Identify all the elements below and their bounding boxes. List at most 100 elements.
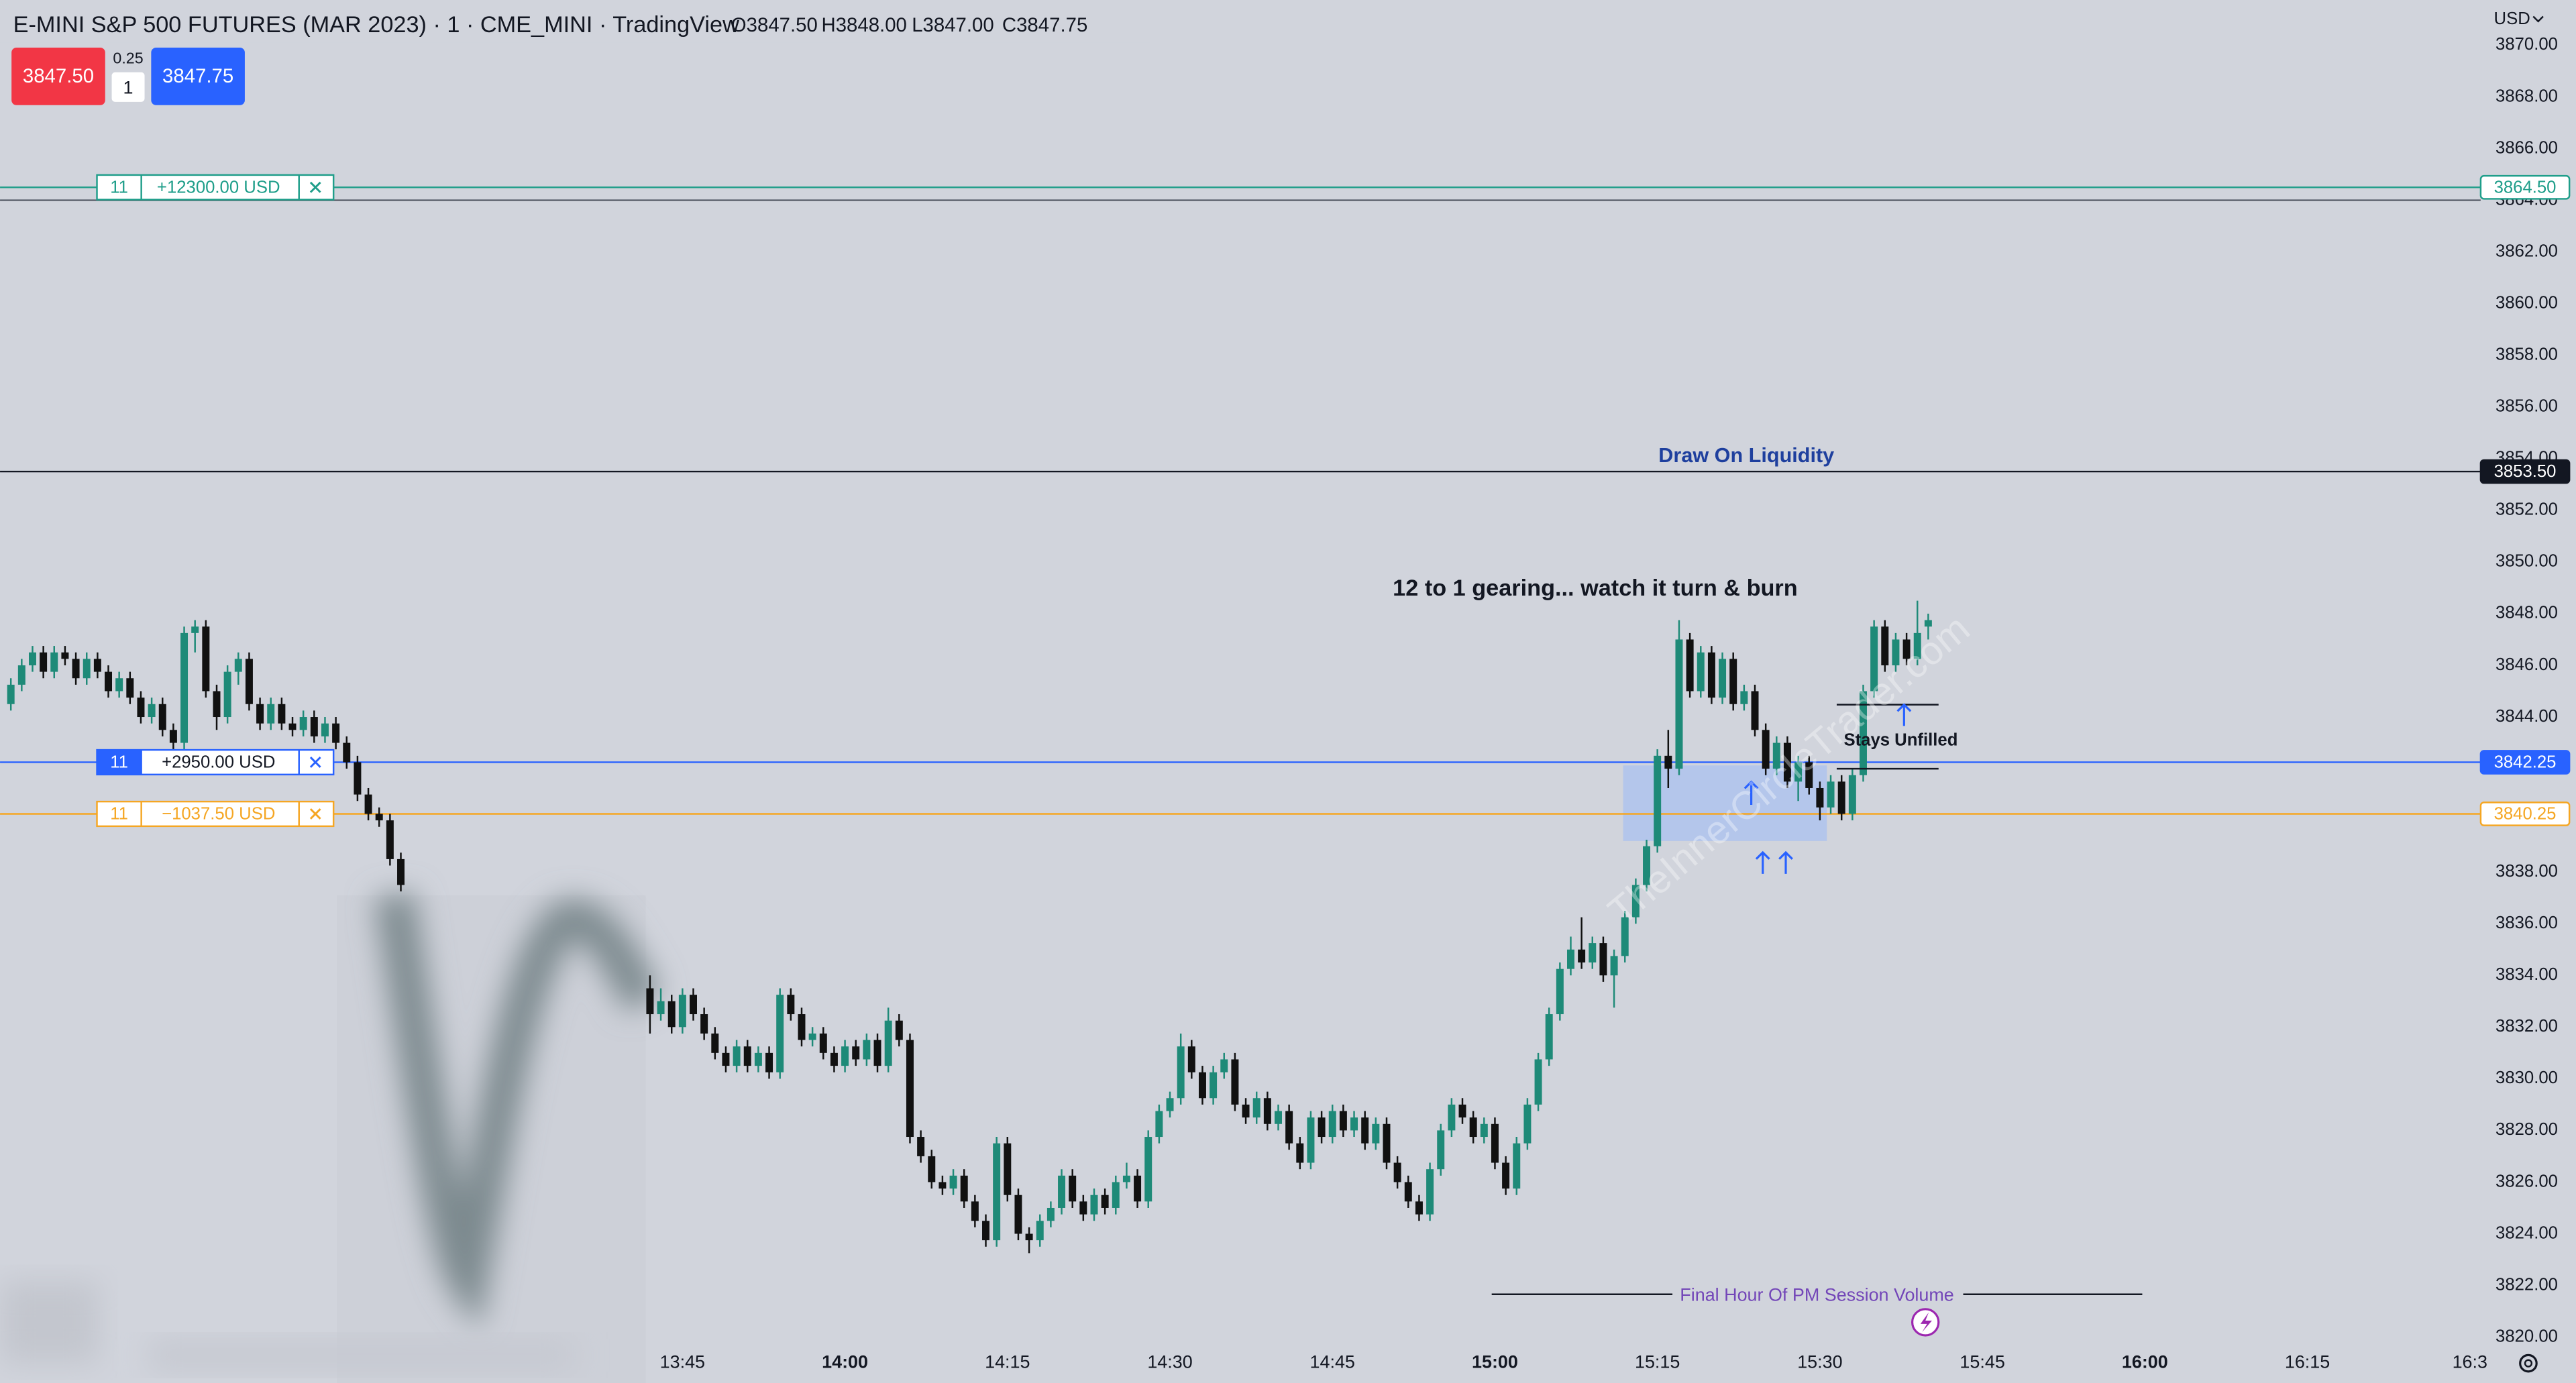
y-tick-label: 3832.00 bbox=[2496, 1017, 2558, 1036]
buy-button[interactable] bbox=[151, 48, 245, 105]
axes: 3820.00 3822.00 3824.00 3826.00 3828.00 3830.… bbox=[660, 35, 2558, 1372]
blur-patch bbox=[148, 1338, 576, 1372]
candle-body bbox=[1848, 775, 1856, 814]
close-icon[interactable] bbox=[309, 181, 321, 193]
x-tick-label: 16:00 bbox=[2122, 1352, 2168, 1372]
x-tick-label: 16:15 bbox=[2285, 1352, 2330, 1372]
x-tick-label: 15:15 bbox=[1635, 1352, 1680, 1372]
candle-body bbox=[267, 704, 275, 724]
gear-icon bbox=[2524, 1359, 2533, 1368]
candle-body bbox=[288, 723, 297, 730]
order-quantity: 11 bbox=[110, 805, 128, 824]
candle-body bbox=[397, 859, 405, 885]
quantity-box bbox=[97, 750, 142, 775]
candle-body bbox=[1404, 1182, 1412, 1202]
candle-body bbox=[1772, 742, 1780, 769]
order-labels: 11 +12300.00 USD 11 +2950.00 USD 11 −1037.50 … bbox=[96, 174, 335, 828]
candle-body bbox=[700, 1014, 708, 1034]
close-icon[interactable] bbox=[309, 808, 321, 820]
settings-icon[interactable] bbox=[2519, 1353, 2538, 1373]
candle-body bbox=[1740, 691, 1748, 704]
y-tick-label: 3830.00 bbox=[2496, 1068, 2558, 1087]
candle-body bbox=[343, 742, 351, 763]
candle-body bbox=[332, 723, 340, 743]
candle-body bbox=[949, 1175, 957, 1189]
x-tick-label: 14:15 bbox=[985, 1352, 1030, 1372]
candle-body bbox=[256, 704, 264, 724]
order-label[interactable]: 11 +12300.00 USD bbox=[96, 174, 335, 201]
candle-body bbox=[1762, 730, 1770, 769]
quantity-box[interactable] bbox=[111, 72, 145, 102]
y-tick-label: 3834.00 bbox=[2496, 965, 2558, 984]
candle-body bbox=[1589, 943, 1597, 963]
candle-body bbox=[364, 794, 372, 814]
candle-body bbox=[873, 1040, 881, 1066]
y-tick-label: 3836.00 bbox=[2496, 914, 2558, 932]
y-tick-label: 3862.00 bbox=[2496, 241, 2558, 260]
candle-body bbox=[1415, 1201, 1423, 1215]
candles bbox=[7, 600, 1932, 1254]
x-tick-label: 14:45 bbox=[1310, 1352, 1355, 1372]
arrow bbox=[1778, 850, 1793, 874]
ohlc-low: L3847.00 bbox=[912, 14, 994, 36]
candle-body bbox=[1361, 1117, 1369, 1144]
currency-selector[interactable]: USD bbox=[2494, 9, 2530, 28]
candle-body bbox=[906, 1040, 914, 1138]
ohlc-close: C3847.75 bbox=[1002, 14, 1087, 36]
annotation: Stays Unfilled bbox=[1843, 730, 1957, 749]
x-tick-label: 13:45 bbox=[660, 1352, 705, 1372]
candle-body bbox=[928, 1156, 936, 1182]
blurred-price bbox=[374, 892, 661, 1329]
candle-body bbox=[61, 652, 69, 659]
candle-body bbox=[1393, 1162, 1401, 1182]
y-tick-label: 3866.00 bbox=[2496, 138, 2558, 157]
order-label[interactable]: 11 +2950.00 USD bbox=[96, 749, 335, 776]
candle-body bbox=[1491, 1123, 1499, 1163]
candle-body bbox=[1892, 639, 1900, 665]
candle-body bbox=[1469, 1117, 1477, 1138]
candle-body bbox=[1004, 1143, 1012, 1195]
candle-body bbox=[1025, 1233, 1033, 1241]
price-label-box bbox=[2479, 459, 2571, 484]
candle-body bbox=[310, 717, 318, 736]
candle-body bbox=[1654, 755, 1662, 846]
gear-icon bbox=[2519, 1353, 2538, 1373]
candle-body bbox=[1859, 691, 1867, 775]
arrow bbox=[1755, 850, 1770, 874]
close-icon[interactable] bbox=[309, 757, 321, 768]
candle-body bbox=[1513, 1143, 1521, 1189]
candle-body bbox=[1816, 787, 1824, 808]
y-tick-label: 3860.00 bbox=[2496, 293, 2558, 312]
candle-body bbox=[1578, 949, 1586, 963]
candle-body bbox=[1523, 1104, 1532, 1144]
candle-body bbox=[1870, 626, 1878, 692]
order-label[interactable]: 11 −1037.50 USD bbox=[96, 800, 335, 828]
x-tick-label: 15:00 bbox=[1472, 1352, 1518, 1372]
candle-body bbox=[993, 1143, 1001, 1241]
y-tick-label: 3848.00 bbox=[2496, 604, 2558, 622]
price-label: 3853.50 bbox=[2494, 462, 2557, 481]
x-tick-label: 15:30 bbox=[1797, 1352, 1842, 1372]
candle-body bbox=[1837, 781, 1845, 814]
sell-button[interactable] bbox=[11, 48, 105, 105]
candle-body bbox=[83, 659, 91, 679]
candle-body bbox=[1610, 956, 1618, 976]
y-tick-label: 3820.00 bbox=[2496, 1327, 2558, 1345]
candle-body bbox=[1881, 626, 1889, 665]
candle-body bbox=[982, 1221, 989, 1241]
candle-body bbox=[1046, 1207, 1055, 1221]
price-label-box bbox=[2479, 801, 2571, 826]
candle-body bbox=[1924, 620, 1932, 627]
annotation: 12 to 1 gearing... watch it turn & burn bbox=[1393, 575, 1798, 601]
candle-body bbox=[169, 730, 177, 743]
candle-body bbox=[1534, 1059, 1542, 1105]
candle-body bbox=[1794, 762, 1803, 782]
candle-body bbox=[787, 995, 795, 1015]
candle-body bbox=[386, 820, 394, 859]
candle-body bbox=[711, 1033, 719, 1053]
candle-body bbox=[667, 1001, 676, 1028]
candle-body bbox=[852, 1046, 860, 1060]
y-tick-label: 3852.00 bbox=[2496, 500, 2558, 519]
